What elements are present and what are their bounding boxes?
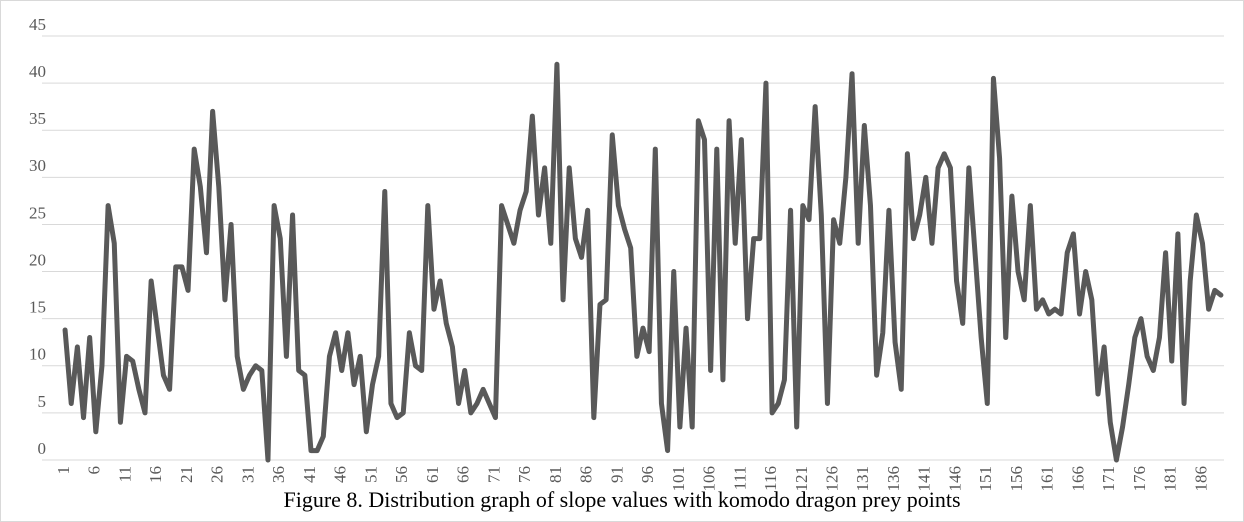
x-tick-label: 1 bbox=[54, 466, 73, 475]
chart-title: Figure 8. Distribution graph of slope va… bbox=[283, 487, 960, 512]
x-tick-label: 166 bbox=[1068, 466, 1087, 492]
x-tick-label: 96 bbox=[638, 466, 657, 483]
x-tick-label: 26 bbox=[208, 466, 227, 483]
y-tick-label: 40 bbox=[29, 62, 46, 81]
x-tick-label: 11 bbox=[115, 466, 134, 482]
x-tick-label: 31 bbox=[238, 466, 257, 483]
x-tick-label: 146 bbox=[945, 466, 964, 492]
x-tick-label: 171 bbox=[1099, 466, 1118, 492]
x-tick-label: 126 bbox=[822, 466, 841, 492]
data-line bbox=[62, 61, 1224, 463]
x-tick-label: 161 bbox=[1038, 466, 1057, 492]
y-tick-label: 30 bbox=[29, 156, 46, 175]
x-tick-label: 71 bbox=[484, 466, 503, 483]
x-tick-label: 151 bbox=[976, 466, 995, 492]
x-tick-label: 186 bbox=[1191, 466, 1210, 492]
x-tick-label: 6 bbox=[85, 466, 104, 475]
x-tick-label: 156 bbox=[1007, 466, 1026, 492]
x-tick-label: 136 bbox=[884, 466, 903, 492]
x-tick-label: 181 bbox=[1161, 466, 1180, 492]
x-tick-label: 76 bbox=[515, 466, 534, 483]
x-tick-label: 36 bbox=[269, 466, 288, 483]
x-tick-label: 81 bbox=[546, 466, 565, 483]
x-tick-label: 46 bbox=[331, 466, 350, 483]
x-tick-label: 56 bbox=[392, 466, 411, 483]
x-tick-label: 101 bbox=[669, 466, 688, 492]
x-tick-label: 106 bbox=[700, 466, 719, 492]
x-tick-label: 16 bbox=[146, 466, 165, 483]
y-tick-label: 20 bbox=[29, 250, 46, 269]
y-tick-label: 35 bbox=[29, 109, 46, 128]
x-tick-label: 66 bbox=[454, 466, 473, 483]
x-tick-label: 41 bbox=[300, 466, 319, 483]
x-tick-label: 141 bbox=[915, 466, 934, 492]
x-tick-label: 61 bbox=[423, 466, 442, 483]
y-tick-label: 0 bbox=[38, 439, 47, 458]
x-tick-label: 131 bbox=[853, 466, 872, 492]
y-tick-label: 45 bbox=[29, 15, 46, 34]
y-tick-label: 5 bbox=[38, 392, 47, 411]
x-tick-label: 116 bbox=[761, 466, 780, 491]
x-tick-label: 121 bbox=[792, 466, 811, 492]
x-tick-label: 91 bbox=[607, 466, 626, 483]
x-tick-label: 111 bbox=[730, 466, 749, 490]
x-tick-label: 51 bbox=[361, 466, 380, 483]
x-tick-label: 21 bbox=[177, 466, 196, 483]
x-tick-label: 176 bbox=[1130, 466, 1149, 492]
y-tick-label: 25 bbox=[29, 203, 46, 222]
x-tick-label: 86 bbox=[577, 466, 596, 483]
y-tick-label: 10 bbox=[29, 345, 46, 364]
y-tick-label: 15 bbox=[29, 298, 46, 317]
